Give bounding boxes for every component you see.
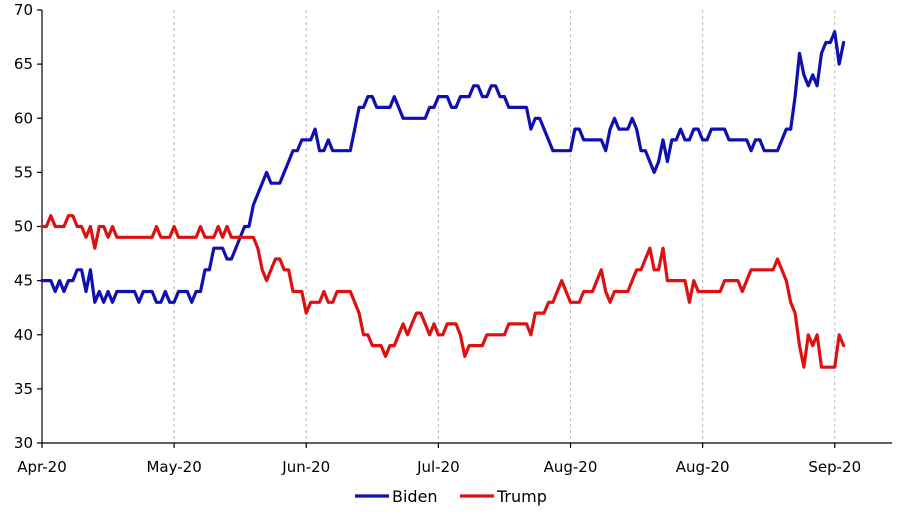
legend-label-trump: Trump: [496, 487, 547, 506]
x-tick-label: Apr-20: [17, 458, 67, 476]
y-tick-label: 55: [14, 163, 33, 181]
series-line-biden: [40, 30, 846, 304]
x-tick-label: May-20: [146, 458, 201, 476]
series-line-trump: [40, 214, 846, 369]
axes: 30 35 40 45 50 55 60 65 70 Apr-20 May-20 Jun-20 Jul-…: [14, 1, 892, 476]
y-tick-label: 65: [14, 55, 33, 73]
y-tick-label: 70: [14, 1, 33, 19]
y-tick-label: 50: [14, 218, 33, 236]
y-tick-label: 30: [14, 434, 33, 452]
series-lines: [40, 30, 846, 369]
x-tick-label: Jun-20: [281, 458, 330, 476]
gridlines: [173, 10, 836, 443]
y-tick-label: 60: [14, 109, 33, 127]
x-tick-label: Jul-20: [416, 458, 460, 476]
x-tick-label: Aug-20: [544, 458, 598, 476]
y-tick-label: 35: [14, 380, 33, 398]
legend-label-biden: Biden: [392, 487, 438, 506]
x-tick-label: Sep-20: [808, 458, 861, 476]
y-tick-label: 45: [14, 272, 33, 290]
y-tick-label: 40: [14, 326, 33, 344]
x-tick-label: Aug-20: [676, 458, 730, 476]
legend: Biden Trump: [355, 487, 547, 506]
